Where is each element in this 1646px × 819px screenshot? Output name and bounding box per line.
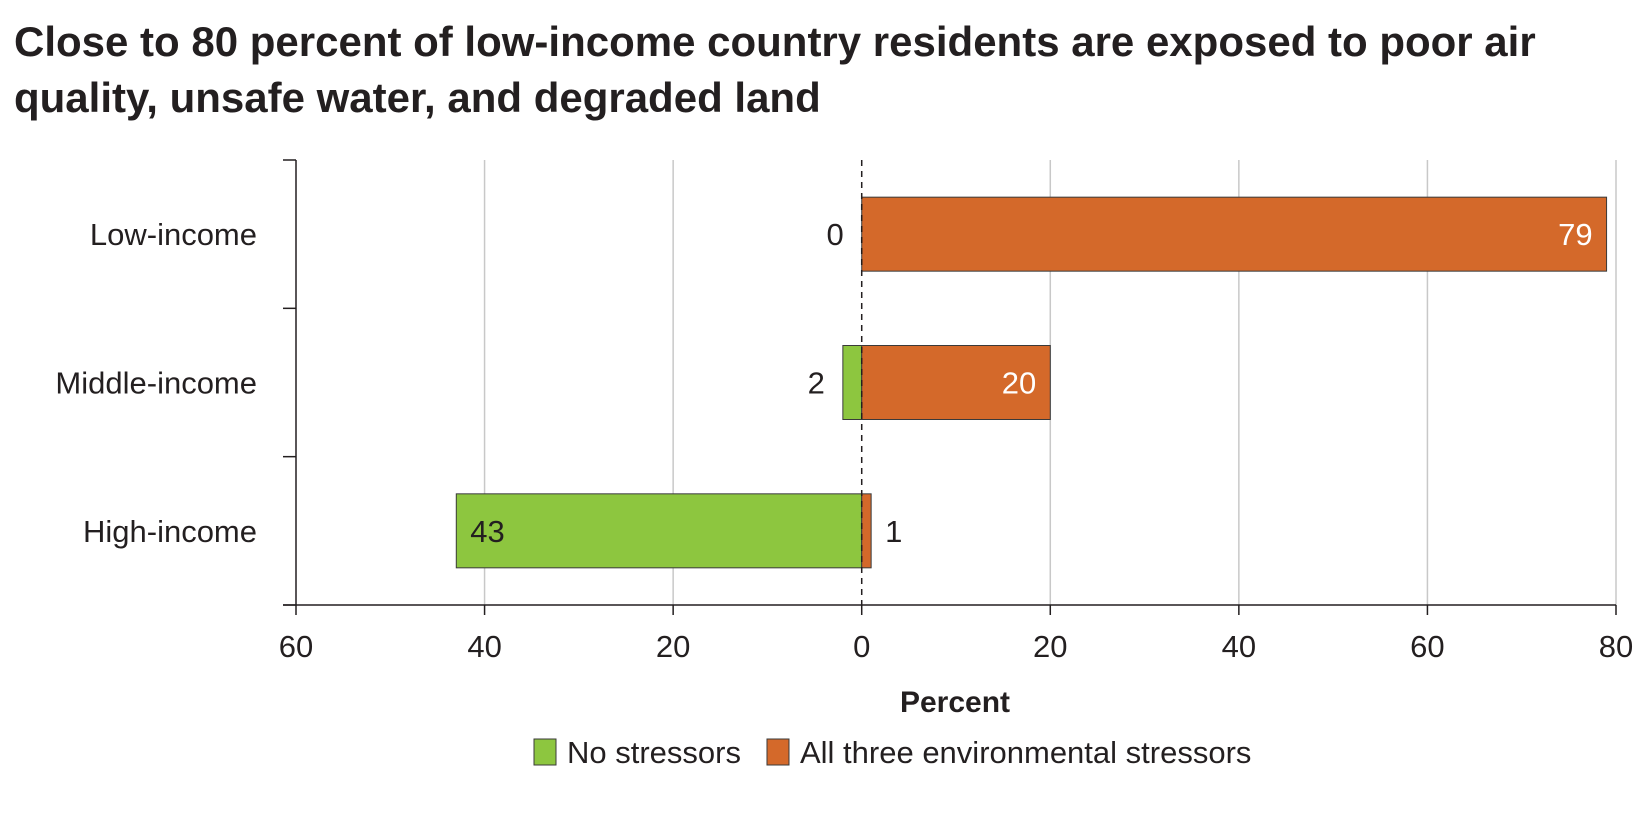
- data-label-no-stressors: 0: [826, 217, 843, 252]
- axes: [283, 159, 1617, 615]
- x-tick-label: 20: [656, 629, 690, 664]
- category-label: Middle-income: [55, 366, 257, 401]
- legend-swatch: [766, 738, 790, 766]
- x-tick-label: 80: [1599, 629, 1633, 664]
- data-label-all-three: 1: [885, 514, 902, 549]
- labels: Low-income 0 79 Middle-income 2 20 High-income…: [55, 217, 1633, 664]
- x-tick-label: 40: [1222, 629, 1256, 664]
- bar-all-three-stressors: [861, 345, 1051, 420]
- legend-swatch: [533, 738, 557, 766]
- bar-no-stressors: [842, 345, 863, 420]
- bar-no-stressors: [455, 493, 863, 569]
- data-label-no-stressors: 2: [808, 366, 825, 401]
- x-axis-title: Percent: [900, 686, 1010, 719]
- data-label-all-three: 79: [1558, 217, 1592, 252]
- legend: No stressors All three environmental stre…: [533, 735, 1251, 770]
- data-label-all-three: 20: [1002, 366, 1036, 401]
- x-tick-label: 40: [467, 629, 501, 664]
- x-tick-label: 0: [853, 629, 870, 664]
- bar-all-three-stressors: [861, 493, 872, 569]
- x-tick-label: 20: [1033, 629, 1067, 664]
- data-label-no-stressors: 43: [470, 514, 504, 549]
- legend-label: All three environmental stressors: [800, 735, 1251, 770]
- category-label: Low-income: [90, 217, 257, 252]
- legend-label: No stressors: [567, 735, 741, 770]
- bar-all-three-stressors: [861, 196, 1608, 272]
- chart-title: Close to 80 percent of low-income countr…: [14, 18, 1536, 121]
- x-tick-label: 60: [279, 629, 313, 664]
- x-tick-label: 60: [1410, 629, 1444, 664]
- category-label: High-income: [83, 514, 257, 549]
- bars: [455, 196, 1608, 569]
